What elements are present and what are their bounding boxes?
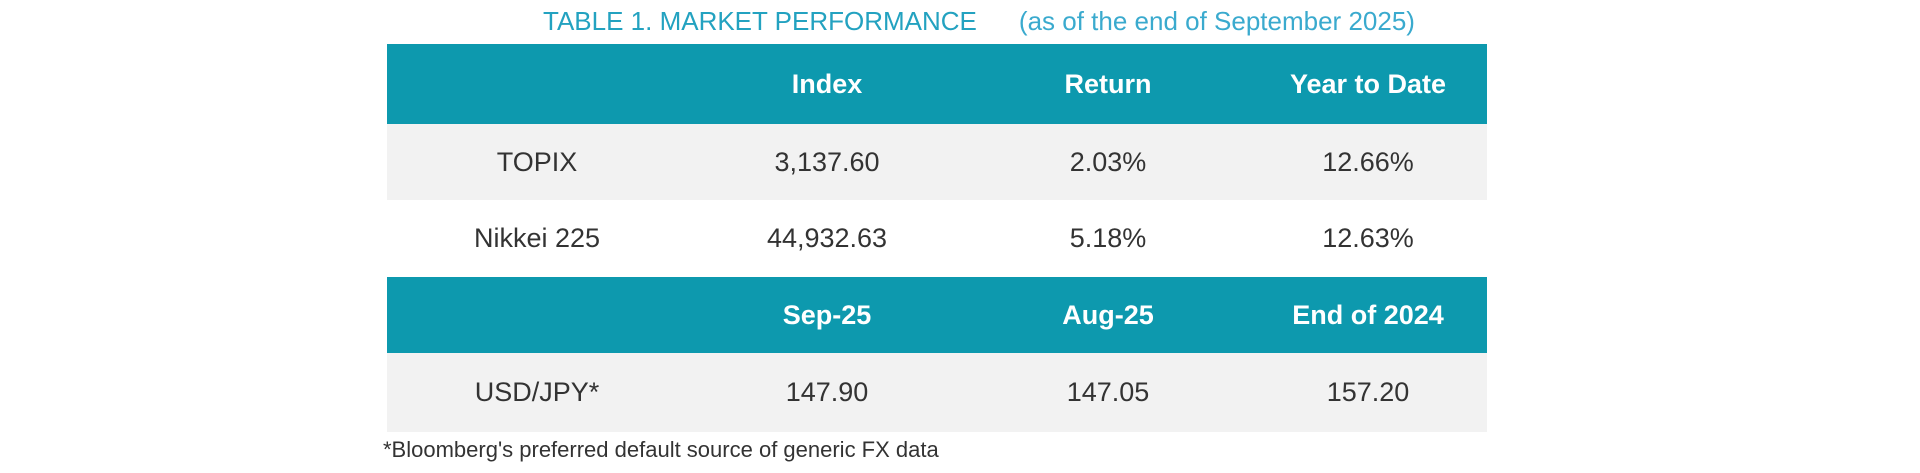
market-performance-table: Index Return Year to Date TOPIX 3,137.60… [387,44,1487,432]
table-row-usd-jpy: USD/JPY* 147.90 147.05 157.20 [387,353,1487,432]
table-row-nikkei-225: Nikkei 225 44,932.63 5.18% 12.63% [387,200,1487,277]
cell-index-value: 3,137.60 [774,146,880,177]
header-cell-sep-25: Sep-25 [782,299,872,330]
header-cell-end-of-2024: End of 2024 [1292,299,1444,330]
header-cell-index: Index [791,68,863,99]
cell-aug-25-value: 147.05 [1066,377,1150,407]
index-header-row: Index Return Year to Date [387,44,1487,124]
header-cell-year-to-date: Year to Date [1289,68,1447,99]
cell-ytd-value: 12.63% [1322,223,1414,253]
cell-sep-25-value: 147.90 [785,377,869,407]
cell-end-2024-value: 157.20 [1326,377,1410,407]
cell-ytd-value: 12.66% [1322,146,1414,177]
header-cell-aug-25: Aug-25 [1062,299,1154,330]
row-label: USD/JPY* [474,377,600,407]
table-title-text: TABLE 1. MARKET PERFORMANCE [543,6,977,36]
table-title-subtitle: (as of the end of September 2025) [1018,6,1415,36]
footnote: *Bloomberg's preferred default source of… [383,437,939,462]
table-title: TABLE 1. MARKET PERFORMANCE (as of the e… [543,7,1415,36]
header-cell-return: Return [1064,68,1152,99]
cell-return-value: 2.03% [1069,146,1147,177]
fx-header-row: Sep-25 Aug-25 End of 2024 [387,277,1487,353]
table-row-topix: TOPIX 3,137.60 2.03% 12.66% [387,124,1487,200]
cell-index-value: 44,932.63 [766,223,888,253]
cell-return-value: 5.18% [1069,223,1147,253]
row-label: Nikkei 225 [473,223,601,253]
row-label: TOPIX [496,146,578,177]
